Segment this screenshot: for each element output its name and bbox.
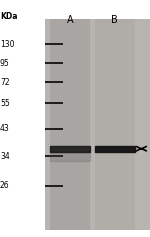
Text: 26: 26 [0, 181, 10, 190]
Text: A: A [66, 15, 73, 25]
Text: 34: 34 [0, 152, 10, 160]
Text: B: B [111, 15, 118, 25]
Text: 72: 72 [0, 78, 10, 87]
Text: 130: 130 [0, 40, 15, 49]
Bar [50, 19, 90, 230]
Text: 55: 55 [0, 99, 10, 108]
Bar [45, 19, 150, 230]
Text: 95: 95 [0, 59, 10, 68]
Text: KDa: KDa [0, 13, 18, 22]
Text: 43: 43 [0, 124, 10, 133]
Bar [94, 19, 135, 230]
